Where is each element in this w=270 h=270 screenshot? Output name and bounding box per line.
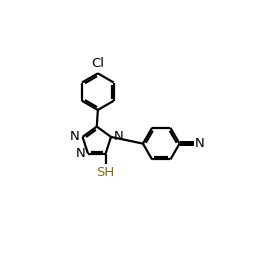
Text: N: N xyxy=(76,147,85,160)
Text: N: N xyxy=(114,130,123,143)
Text: N: N xyxy=(70,130,80,143)
Text: Cl: Cl xyxy=(91,57,104,70)
Text: SH: SH xyxy=(96,166,115,179)
Text: N: N xyxy=(195,137,205,150)
